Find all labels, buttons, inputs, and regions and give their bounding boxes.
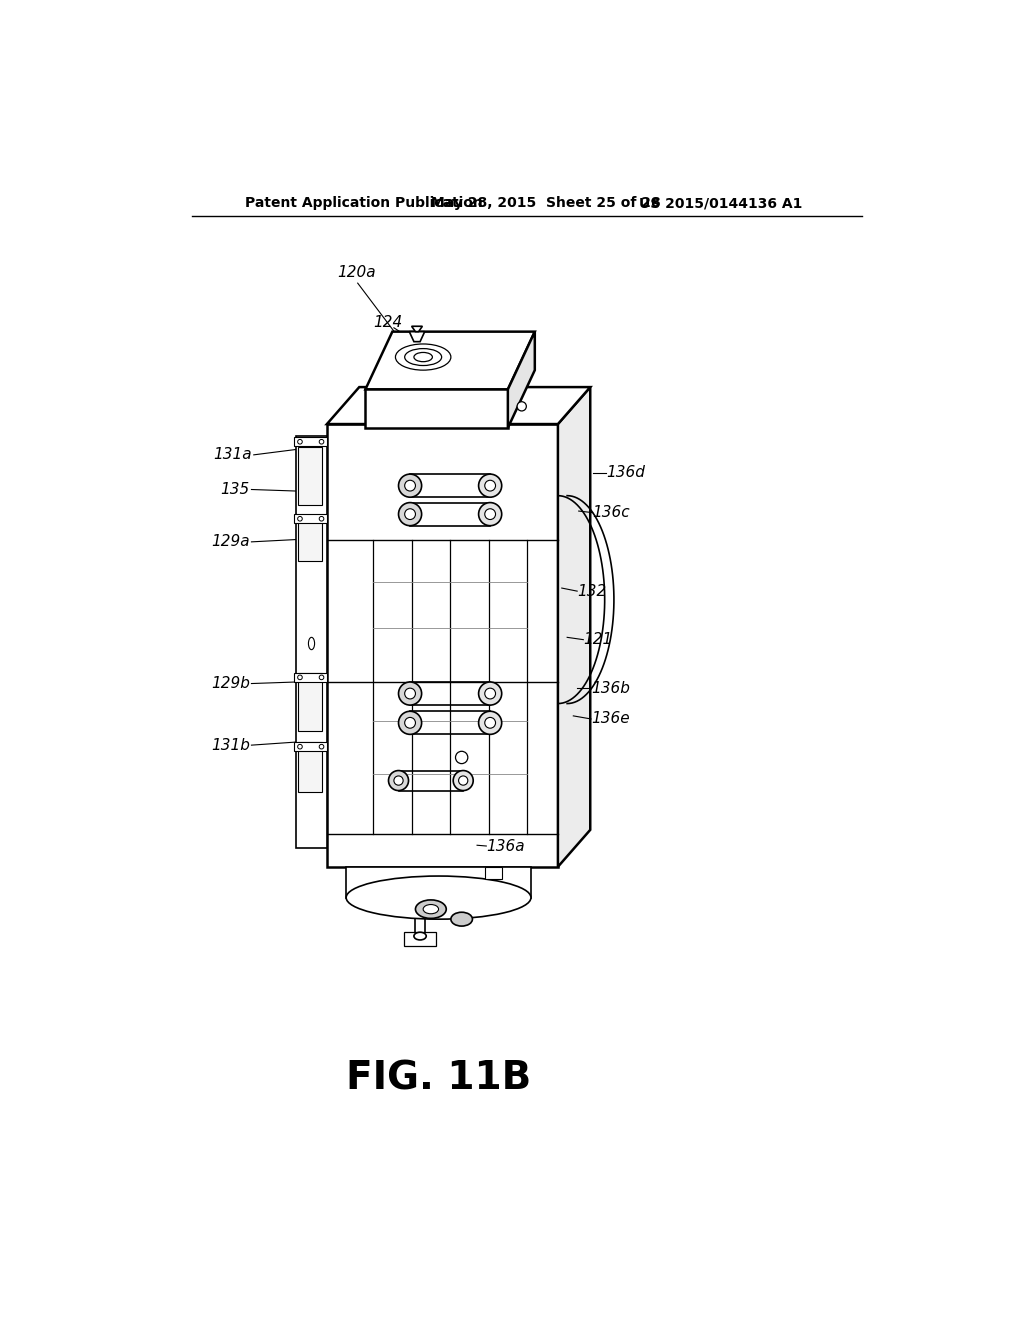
Text: 136b: 136b	[591, 681, 630, 696]
Ellipse shape	[459, 776, 468, 785]
Text: 136e: 136e	[591, 711, 630, 726]
Ellipse shape	[404, 480, 416, 491]
Ellipse shape	[319, 516, 324, 521]
Polygon shape	[410, 331, 425, 342]
Text: 121: 121	[584, 632, 612, 647]
Text: 120a: 120a	[337, 265, 376, 280]
Ellipse shape	[398, 711, 422, 734]
Ellipse shape	[484, 508, 496, 520]
Bar	[403, 932, 436, 946]
Ellipse shape	[308, 638, 314, 649]
Ellipse shape	[451, 912, 472, 927]
Ellipse shape	[388, 771, 409, 791]
Ellipse shape	[319, 440, 324, 444]
Bar	[294, 515, 327, 524]
Ellipse shape	[319, 675, 324, 680]
Ellipse shape	[478, 711, 502, 734]
Polygon shape	[412, 326, 422, 331]
Text: May 28, 2015  Sheet 25 of 28: May 28, 2015 Sheet 25 of 28	[431, 197, 660, 210]
Bar	[294, 742, 327, 751]
Text: 129a: 129a	[211, 535, 250, 549]
Text: 124: 124	[373, 315, 402, 330]
Polygon shape	[558, 387, 590, 867]
Polygon shape	[346, 867, 531, 898]
Polygon shape	[327, 387, 590, 424]
Text: 136a: 136a	[486, 838, 525, 854]
Polygon shape	[366, 331, 535, 389]
Ellipse shape	[454, 771, 473, 791]
Bar	[294, 437, 327, 446]
Text: FIG. 11B: FIG. 11B	[346, 1060, 531, 1097]
Text: 136c: 136c	[593, 506, 630, 520]
Ellipse shape	[478, 474, 502, 498]
Text: 129b: 129b	[211, 676, 250, 692]
Bar	[298, 519, 322, 561]
Ellipse shape	[298, 744, 302, 748]
Ellipse shape	[398, 474, 422, 498]
Ellipse shape	[423, 904, 438, 913]
Ellipse shape	[484, 688, 496, 700]
Ellipse shape	[404, 508, 416, 520]
Polygon shape	[366, 389, 508, 428]
Bar	[294, 673, 327, 682]
Polygon shape	[327, 424, 558, 867]
Bar	[298, 742, 322, 792]
Ellipse shape	[346, 876, 531, 919]
Ellipse shape	[416, 900, 446, 919]
Ellipse shape	[478, 682, 502, 705]
Polygon shape	[296, 436, 327, 847]
Bar	[298, 673, 322, 730]
Ellipse shape	[404, 688, 416, 700]
Ellipse shape	[394, 776, 403, 785]
Ellipse shape	[298, 516, 302, 521]
Ellipse shape	[517, 401, 526, 411]
Polygon shape	[508, 331, 535, 428]
Bar	[298, 447, 322, 506]
Ellipse shape	[414, 932, 426, 940]
Text: 135: 135	[220, 482, 250, 498]
Bar	[484, 867, 502, 879]
Ellipse shape	[404, 718, 416, 729]
Ellipse shape	[484, 480, 496, 491]
Text: US 2015/0144136 A1: US 2015/0144136 A1	[639, 197, 802, 210]
Ellipse shape	[298, 675, 302, 680]
Ellipse shape	[478, 503, 502, 525]
Ellipse shape	[319, 744, 324, 748]
Ellipse shape	[484, 718, 496, 729]
Text: 132: 132	[578, 583, 606, 599]
Ellipse shape	[456, 751, 468, 763]
Ellipse shape	[398, 682, 422, 705]
Text: 131b: 131b	[211, 738, 250, 752]
Text: 136d: 136d	[606, 465, 645, 480]
Ellipse shape	[398, 503, 422, 525]
Ellipse shape	[298, 440, 302, 444]
Text: Patent Application Publication: Patent Application Publication	[245, 197, 482, 210]
Text: 131a: 131a	[214, 447, 252, 462]
Text: PMP1: PMP1	[414, 879, 456, 894]
